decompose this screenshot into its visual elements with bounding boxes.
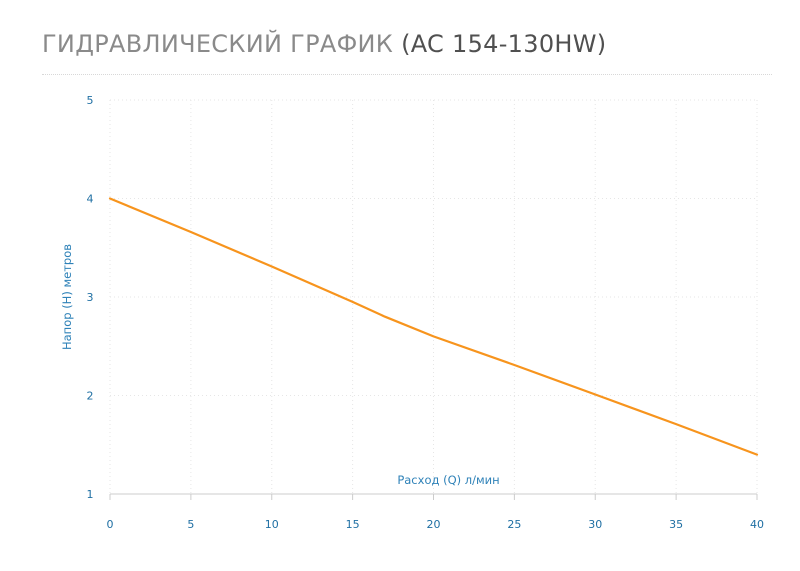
axis-labels: Расход (Q) л/мин Напор (H) метров [60,244,500,487]
x-tick-label: 20 [427,518,441,531]
x-tick-label: 15 [346,518,360,531]
x-tick-label: 35 [669,518,683,531]
x-tick-label: 25 [507,518,521,531]
y-tick-label: 4 [87,193,94,206]
chart-title-model: (AC 154-130HW) [401,30,607,58]
series-line [108,197,759,456]
y-tick-label: 2 [87,390,94,403]
y-tick-label: 3 [87,291,94,304]
chart-title: ГИДРАВЛИЧЕСКИЙ ГРАФИК (AC 154-130HW) [42,30,606,58]
grid [109,99,758,494]
y-tick-label: 1 [87,488,94,501]
x-tick-label: 10 [265,518,279,531]
y-axis-label: Напор (H) метров [60,244,74,350]
chart-title-main: ГИДРАВЛИЧЕСКИЙ ГРАФИК [42,30,394,58]
x-tick-label: 40 [750,518,764,531]
title-divider [42,74,772,75]
x-tick-label: 5 [187,518,194,531]
axes: 0 5 10 15 20 25 30 35 40 1 2 3 4 5 [87,94,765,531]
x-axis-label: Расход (Q) л/мин [397,473,499,487]
series [108,197,759,456]
y-tick-label: 5 [87,94,94,107]
x-tick-label: 30 [588,518,602,531]
x-tick-label: 0 [107,518,114,531]
